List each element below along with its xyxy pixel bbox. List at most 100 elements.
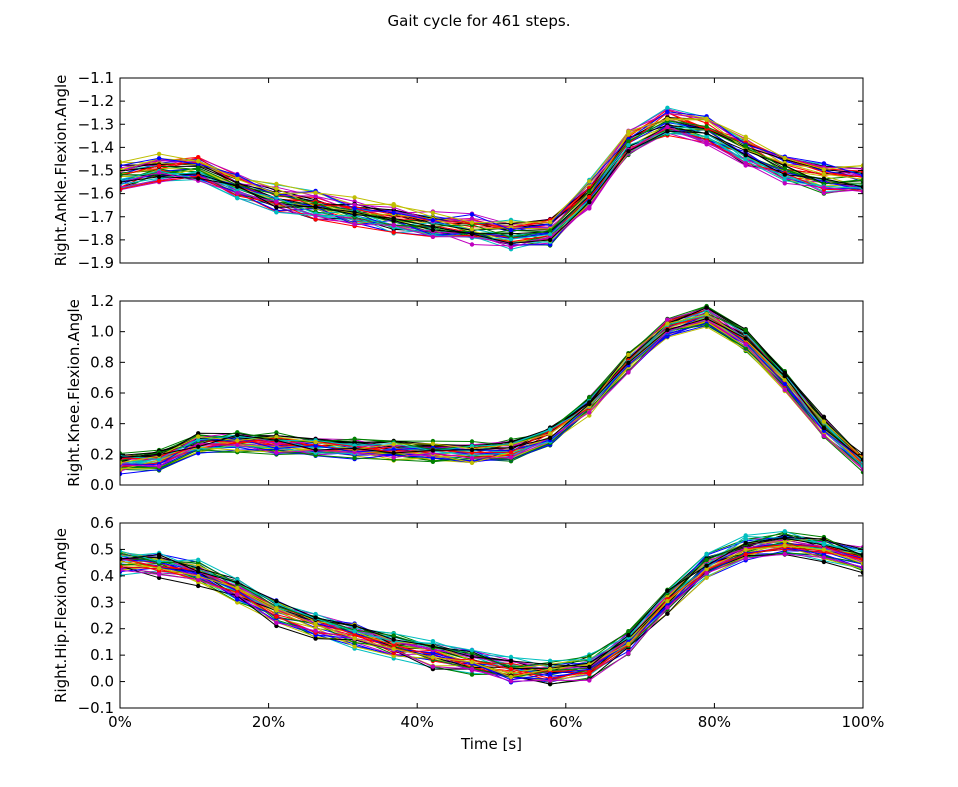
data-point	[235, 432, 240, 438]
data-point	[587, 657, 592, 662]
data-point	[587, 410, 592, 415]
data-point	[508, 658, 514, 664]
data-point	[469, 220, 475, 225]
y-tick-label: −1.2	[78, 92, 114, 110]
data-point	[352, 206, 357, 211]
data-point	[743, 153, 748, 158]
data-point	[235, 190, 240, 196]
data-point	[156, 552, 162, 557]
data-point	[120, 567, 123, 573]
series-line	[120, 132, 863, 247]
data-point	[120, 467, 123, 472]
data-point	[430, 655, 436, 660]
data-point	[547, 658, 553, 663]
y-tick-label: 0.8	[90, 353, 114, 371]
series-line	[120, 317, 863, 461]
data-point	[704, 563, 709, 568]
data-point	[821, 161, 827, 166]
data-point	[391, 223, 396, 228]
series-line	[120, 315, 863, 460]
data-point	[508, 450, 514, 455]
data-point	[782, 377, 787, 382]
data-point	[430, 217, 436, 223]
data-point	[782, 543, 787, 548]
data-point	[782, 387, 787, 392]
data-point	[313, 200, 318, 206]
data-point	[743, 336, 748, 341]
series-line	[120, 324, 863, 469]
data-point	[704, 124, 709, 129]
y-tick-label: −1.1	[78, 69, 114, 87]
data-point	[430, 643, 436, 649]
data-point	[430, 664, 436, 669]
data-point	[469, 242, 475, 247]
data-point	[274, 438, 279, 443]
data-point	[274, 598, 279, 604]
data-point	[196, 566, 201, 571]
data-point	[743, 342, 748, 347]
series-line	[120, 126, 863, 245]
panel-1: −1.9 −1.8 −1.7 −1.6 −1.5 −1.4 −1.3 −1.2 −1.1 Righ…	[52, 69, 864, 272]
series-line	[120, 544, 863, 673]
data-point	[235, 580, 240, 585]
x-tick-label: 60%	[549, 713, 582, 731]
data-point	[626, 352, 631, 357]
data-point	[313, 636, 318, 641]
data-point	[196, 437, 201, 442]
data-point	[156, 572, 162, 577]
data-point	[782, 155, 787, 161]
series-line	[120, 541, 863, 673]
data-point	[313, 194, 318, 199]
data-point	[469, 666, 475, 672]
data-point	[782, 181, 787, 186]
data-point	[743, 533, 748, 538]
y-tick-label: −1.7	[78, 208, 114, 226]
data-point	[274, 181, 279, 187]
data-point	[235, 438, 240, 443]
data-point	[743, 134, 748, 139]
data-point	[704, 316, 709, 321]
data-point	[547, 681, 553, 687]
data-point	[313, 204, 318, 209]
data-point	[313, 217, 318, 222]
data-point	[313, 190, 318, 195]
data-point	[860, 570, 863, 575]
y-axis-label: Right.Hip.Flexion.Angle	[52, 528, 70, 703]
series-line	[120, 545, 863, 677]
data-point	[704, 305, 709, 310]
series-line	[120, 118, 863, 224]
data-point	[782, 373, 787, 379]
data-point	[665, 611, 670, 616]
series-line	[120, 537, 863, 668]
data-point	[547, 431, 553, 436]
data-point	[860, 553, 863, 558]
data-point	[704, 120, 709, 126]
data-point	[587, 395, 592, 400]
y-tick-label: 1.0	[90, 323, 114, 341]
data-point	[352, 195, 357, 200]
data-point	[313, 615, 318, 620]
data-point	[156, 163, 162, 168]
data-point	[430, 455, 436, 461]
data-point	[120, 564, 123, 569]
data-point	[274, 434, 279, 440]
data-point	[430, 224, 436, 229]
data-point	[704, 116, 709, 121]
series-line	[120, 112, 863, 229]
data-point	[156, 151, 162, 157]
data-point	[196, 574, 201, 579]
data-point	[508, 245, 514, 250]
data-point	[469, 672, 475, 677]
series-line	[120, 543, 863, 674]
data-point	[235, 448, 240, 453]
data-point	[782, 381, 787, 387]
series-line	[120, 120, 863, 237]
data-point	[156, 575, 162, 580]
data-point	[196, 176, 201, 181]
data-point	[782, 166, 787, 171]
series-line	[120, 108, 863, 227]
data-point	[782, 551, 787, 557]
figure-title: Gait cycle for 461 steps.	[387, 12, 571, 30]
data-point	[391, 633, 396, 638]
data-point	[274, 210, 279, 215]
